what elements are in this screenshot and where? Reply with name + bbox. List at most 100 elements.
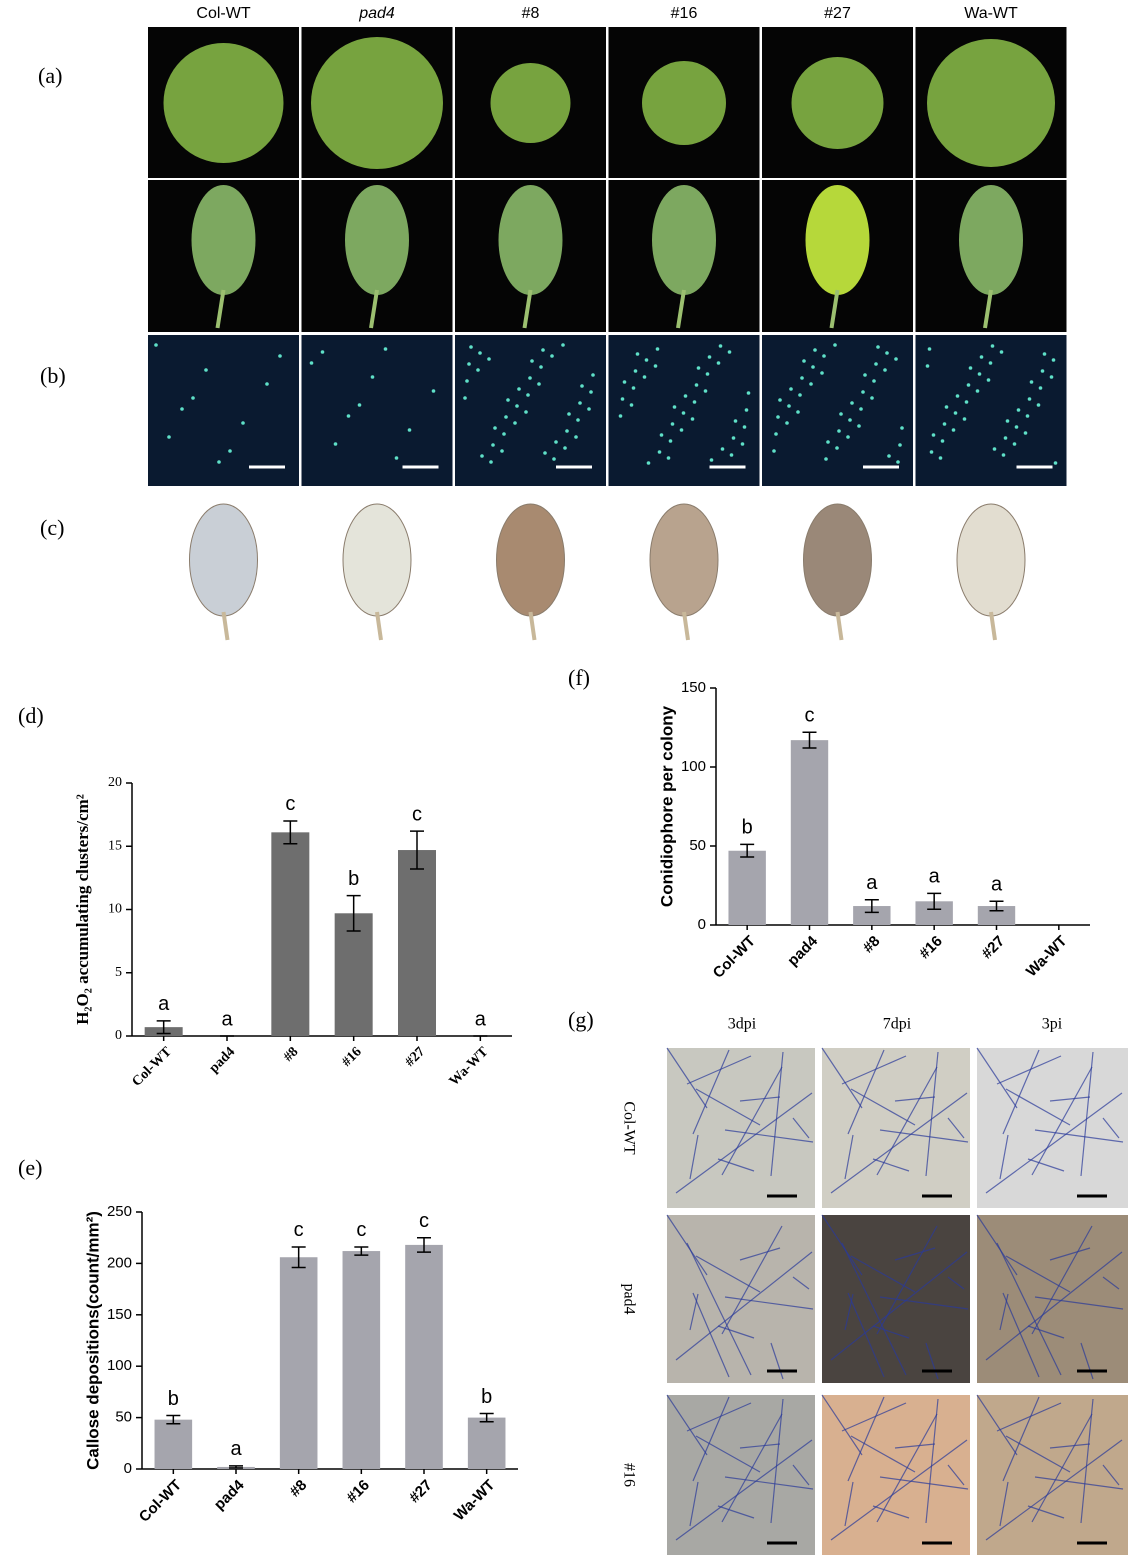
spot (543, 451, 547, 455)
spot (563, 446, 567, 450)
spot (1005, 419, 1010, 423)
significance-letter: a (221, 1008, 233, 1030)
photo-fluorescence (301, 335, 453, 486)
hypha (925, 1398, 939, 1524)
spot (942, 422, 947, 426)
hypha (947, 1464, 965, 1486)
spot (776, 415, 780, 419)
spot (465, 379, 469, 383)
y-axis-label: Callose depositions(count/mm²) (83, 1211, 102, 1470)
hypha (1034, 1476, 1124, 1490)
spot (955, 394, 960, 398)
spot (668, 439, 673, 443)
spot (469, 345, 473, 349)
x-tick-label: pad4 (784, 932, 821, 969)
photo-fluorescence (455, 335, 606, 486)
spot (565, 429, 569, 433)
hypha (830, 1251, 968, 1361)
hypha (689, 1481, 699, 1527)
spot (576, 418, 580, 422)
error-bar (864, 898, 879, 914)
hypha (847, 1396, 885, 1482)
spot (655, 347, 660, 351)
significance-letter: a (158, 993, 170, 1015)
spot (951, 428, 956, 432)
spot (580, 384, 584, 388)
spot (463, 396, 467, 400)
spot (740, 442, 745, 446)
spot (487, 357, 491, 361)
spot (491, 443, 495, 447)
spot (265, 382, 269, 386)
spot (898, 443, 902, 447)
spot (517, 387, 521, 391)
spot (278, 354, 282, 358)
hypha (1049, 1247, 1091, 1261)
bar (342, 1251, 381, 1469)
spot (191, 396, 195, 400)
g-row-label: #16 (620, 1463, 637, 1487)
photo-fluorescence (148, 335, 299, 486)
bar (334, 913, 373, 1036)
spot (635, 352, 640, 356)
spot (798, 393, 802, 397)
rosette (163, 43, 284, 163)
spot (809, 382, 813, 386)
y-tick-label: 15 (108, 838, 122, 853)
bar (467, 1417, 506, 1469)
hypha (925, 1051, 939, 1177)
rosette (311, 37, 443, 169)
spot (720, 447, 725, 451)
hypha (1031, 1066, 1093, 1176)
spot (929, 450, 934, 454)
spot (524, 410, 528, 414)
spot (489, 460, 493, 464)
y-tick-label: 100 (107, 1357, 132, 1374)
spot (964, 400, 969, 404)
g-column-header: 3dpi (728, 1016, 757, 1033)
panel-label: (b) (40, 363, 66, 388)
hypha (947, 1276, 965, 1290)
g-row-label: Col-WT (620, 1101, 637, 1155)
spot (883, 368, 887, 372)
leaf (805, 185, 870, 295)
hypha (1049, 1443, 1091, 1449)
spot (846, 435, 850, 439)
spot (574, 435, 578, 439)
hypha (894, 1443, 936, 1449)
stained-petiole (989, 611, 997, 641)
micrograph (977, 1048, 1128, 1208)
panel-label: (d) (18, 703, 44, 728)
significance-letter: c (294, 1219, 304, 1241)
spot (646, 461, 651, 465)
hypha (1002, 1396, 1040, 1482)
spot (370, 375, 375, 379)
hypha (999, 1481, 1009, 1527)
hypha (721, 1225, 783, 1335)
spot (180, 407, 184, 411)
hypha (686, 1055, 752, 1085)
rosette (490, 63, 571, 143)
spot (537, 382, 541, 386)
hypha (689, 1293, 699, 1331)
hypha (876, 1225, 938, 1335)
spot (620, 397, 625, 401)
bar (398, 850, 436, 1036)
spot (1036, 403, 1041, 407)
hypha (675, 1251, 813, 1361)
bar (728, 850, 766, 925)
bar (977, 906, 1016, 925)
spot (1003, 436, 1008, 440)
spot (591, 373, 595, 377)
panel-label: (c) (40, 515, 64, 540)
y-tick-label: 150 (681, 679, 706, 696)
spot (1001, 453, 1006, 457)
spot (631, 386, 636, 390)
spot (589, 390, 593, 394)
significance-letter: c (412, 803, 422, 825)
spot (1029, 380, 1034, 384)
spot (1016, 408, 1021, 412)
spot (837, 429, 841, 433)
spot (629, 403, 634, 407)
spot (431, 389, 436, 393)
